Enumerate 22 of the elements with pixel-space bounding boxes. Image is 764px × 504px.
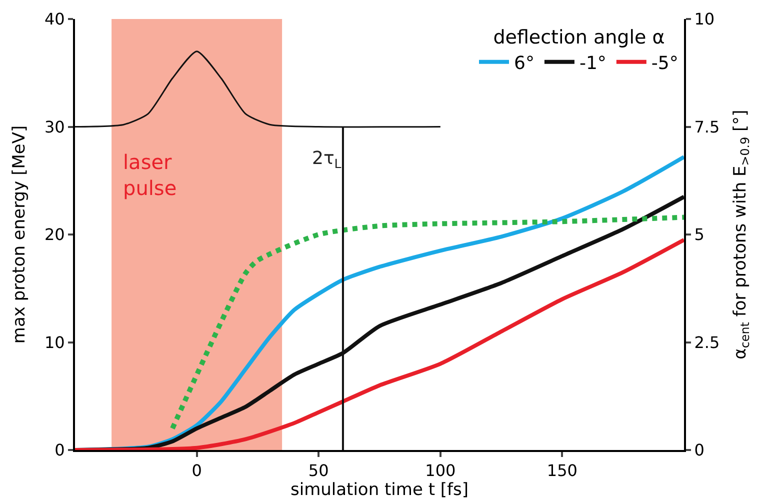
ref-line-label: 2τ$_{L}$ <box>312 148 342 171</box>
x-tick-label: 50 <box>308 461 329 480</box>
y-tick-label: 20 <box>44 225 65 244</box>
legend-title: deflection angle α <box>493 26 665 49</box>
x-tick-label: 0 <box>192 461 202 480</box>
y2-tick-label: 2.5 <box>694 332 720 352</box>
y2-tick-label: 0 <box>694 440 704 460</box>
legend-label: -1° <box>579 52 606 74</box>
y-tick-label: 10 <box>44 332 65 352</box>
x-axis-title: simulation time t [fs] <box>290 480 469 500</box>
y-tick-label: 0 <box>54 440 65 460</box>
x-tick-label: 150 <box>546 461 578 480</box>
y2-tick-label: 5 <box>694 225 704 244</box>
y2-tick-label: 7.5 <box>694 117 720 136</box>
y-axis-title: max proton energy [MeV] <box>9 125 30 344</box>
annotation: laser pulse <box>123 150 177 200</box>
y2-tick-label: 10 <box>694 10 715 29</box>
y-tick-label: 40 <box>44 10 65 29</box>
x-tick-label: 100 <box>425 461 456 480</box>
y-tick-label: 30 <box>44 117 65 136</box>
legend-label: 6° <box>514 52 534 74</box>
legend-label: -5° <box>651 52 678 74</box>
